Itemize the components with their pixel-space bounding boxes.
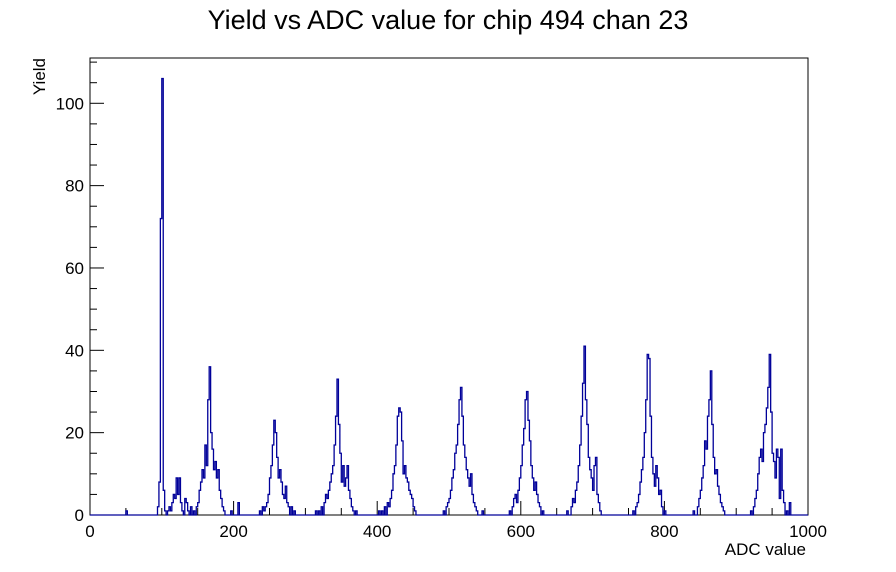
y-tick-label: 80 xyxy=(65,177,84,196)
plot-frame xyxy=(89,57,809,516)
y-tick-label: 40 xyxy=(65,341,84,360)
chart-title: Yield vs ADC value for chip 494 chan 23 xyxy=(208,5,689,35)
y-tick-label: 0 xyxy=(75,506,84,525)
x-axis-label: ADC value xyxy=(725,540,806,559)
y-tick-label: 20 xyxy=(65,424,84,443)
x-axis: 0 200 400 600 800 1000 xyxy=(85,501,827,541)
y-axis: 0 20 40 60 80 100 xyxy=(56,61,104,525)
x-tick-label: 0 xyxy=(85,522,94,541)
x-tick-label: 600 xyxy=(507,522,535,541)
y-axis-label: Yield xyxy=(30,58,49,95)
x-tick-label: 800 xyxy=(650,522,678,541)
histogram-series-line xyxy=(90,77,808,516)
x-tick-label: 1000 xyxy=(789,522,827,541)
x-tick-label: 200 xyxy=(219,522,247,541)
y-tick-label: 60 xyxy=(65,259,84,278)
y-tick-label: 100 xyxy=(56,94,84,113)
x-tick-label: 400 xyxy=(363,522,391,541)
